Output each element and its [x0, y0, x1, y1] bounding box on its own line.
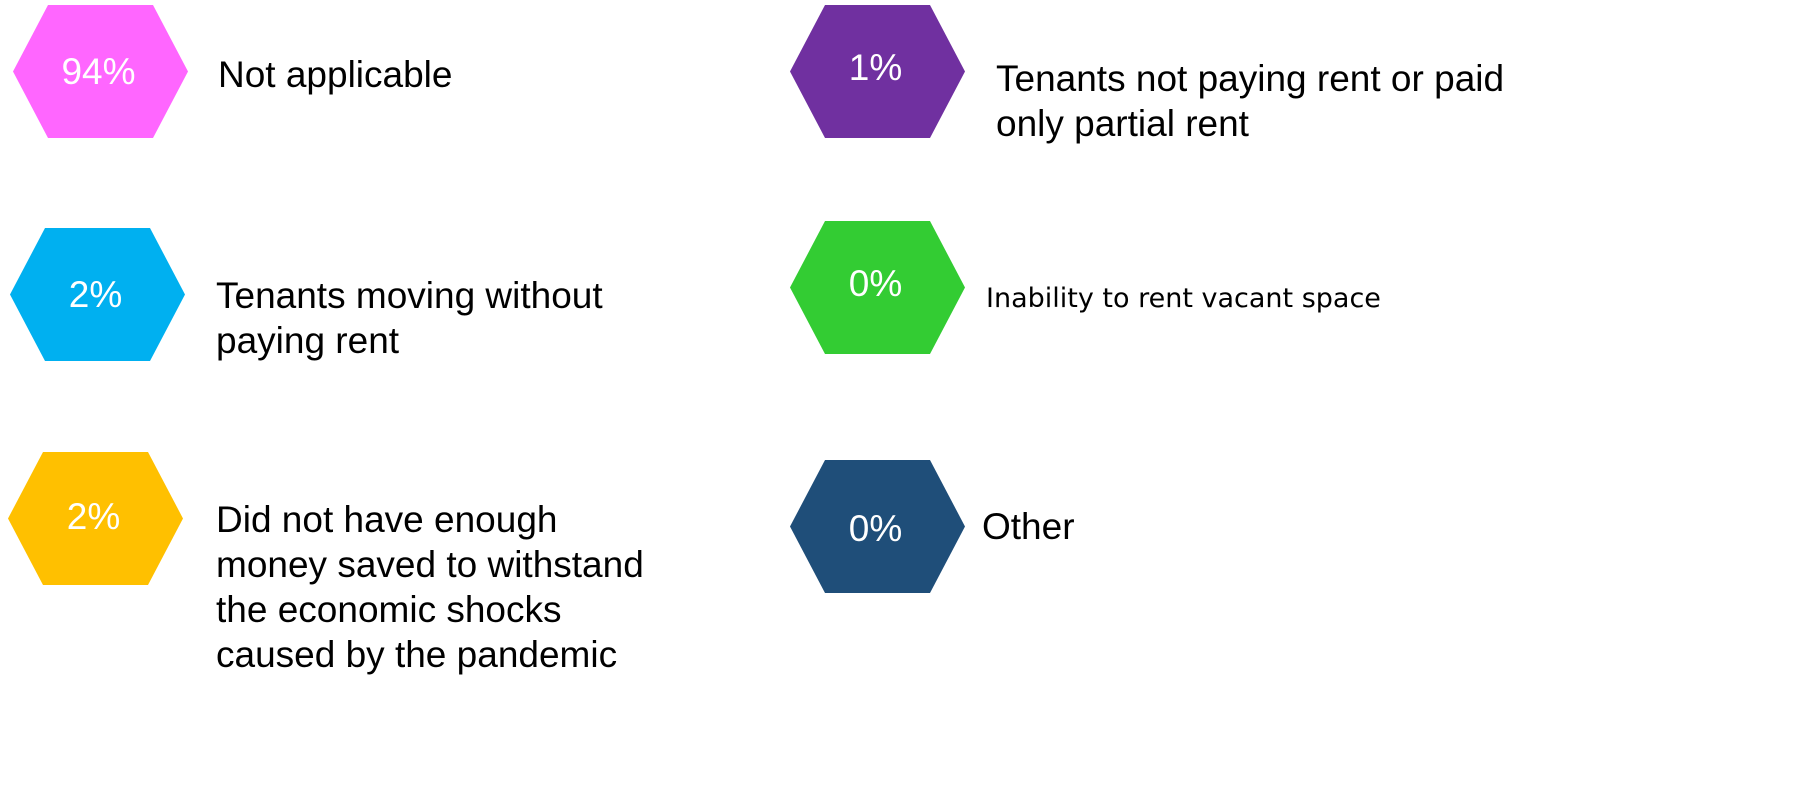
label-line: paying rent: [216, 320, 400, 361]
item-label: Not applicable: [218, 52, 452, 97]
hexagon-badge: 0%: [790, 221, 965, 354]
item-label: Other: [982, 504, 1075, 549]
item-label: Inability to rent vacant space: [986, 282, 1381, 316]
label-line: caused by the pandemic: [216, 634, 618, 675]
label-line: Tenants moving without: [216, 275, 603, 316]
percentage-value: 1%: [848, 47, 903, 88]
hexagon-badge: 0%: [790, 460, 965, 593]
item-label: Tenants not paying rent or paid only par…: [996, 56, 1504, 146]
hexagon-badge: 94%: [13, 5, 188, 138]
label-line: Inability to rent vacant space: [986, 283, 1381, 314]
percentage-value: 94%: [61, 51, 136, 92]
item-label: Did not have enough money saved to withs…: [216, 497, 644, 677]
label-line: Did not have enough: [216, 499, 558, 540]
label-line: only partial rent: [996, 103, 1249, 144]
label-line: money saved to withstand: [216, 544, 644, 585]
label-line: Other: [982, 506, 1075, 547]
percentage-value: 2%: [68, 274, 123, 315]
hexagon-badge: 2%: [8, 452, 183, 585]
label-line: the economic shocks: [216, 589, 562, 630]
hexagon-badge: 1%: [790, 5, 965, 138]
percentage-value: 0%: [848, 508, 903, 549]
label-line: Not applicable: [218, 54, 453, 95]
label-line: Tenants not paying rent or paid: [996, 58, 1505, 99]
percentage-value: 0%: [848, 263, 903, 304]
item-label: Tenants moving without paying rent: [216, 273, 603, 363]
hexagon-badge: 2%: [10, 228, 185, 361]
percentage-value: 2%: [66, 496, 121, 537]
